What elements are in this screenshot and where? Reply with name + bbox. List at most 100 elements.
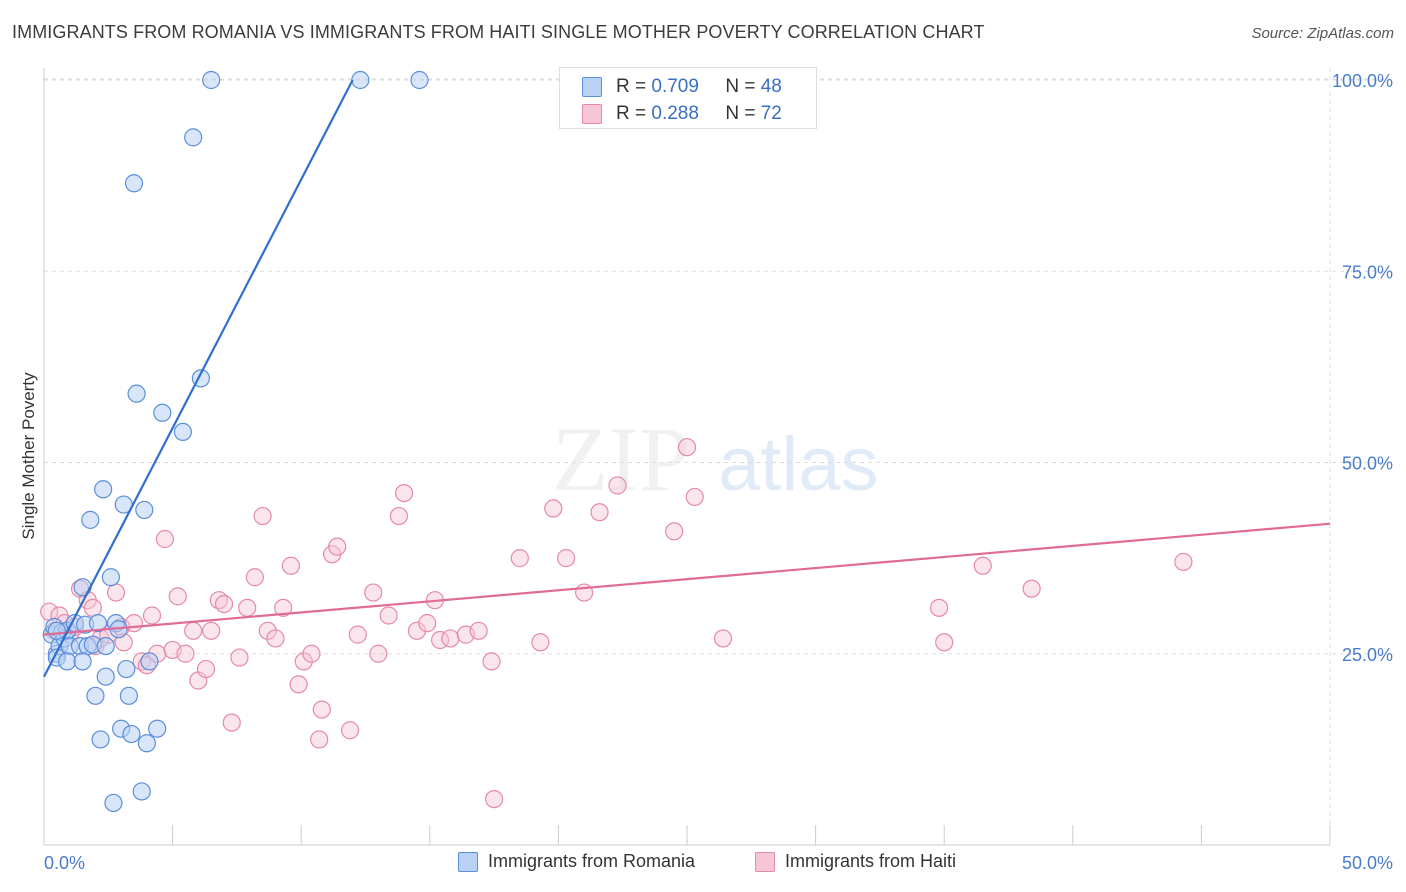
romania-point bbox=[137, 734, 156, 753]
haiti-point bbox=[289, 675, 308, 694]
haiti-point bbox=[364, 583, 383, 602]
haiti-r-label: R = bbox=[616, 103, 647, 124]
y-axis-label: Single Mother Poverty bbox=[19, 372, 38, 540]
haiti-point bbox=[1174, 552, 1193, 572]
romania-points bbox=[42, 70, 429, 813]
haiti-point bbox=[557, 549, 576, 568]
stats-row-haiti: R = 0.288 N = 72 bbox=[582, 101, 782, 127]
romania-point bbox=[104, 793, 123, 813]
haiti-point bbox=[302, 644, 321, 663]
romania-point bbox=[202, 70, 221, 90]
romania-point bbox=[96, 636, 115, 656]
romania-point bbox=[410, 70, 429, 90]
haiti-point bbox=[379, 606, 398, 625]
romania-point bbox=[81, 510, 100, 529]
haiti-trend-line bbox=[43, 522, 1331, 636]
haiti-point bbox=[124, 614, 144, 633]
haiti-point bbox=[238, 598, 257, 617]
haiti-point bbox=[340, 721, 360, 740]
watermark-zip: ZIP bbox=[552, 408, 690, 510]
romania-point bbox=[101, 568, 120, 587]
haiti-point bbox=[328, 537, 347, 556]
romania-point bbox=[94, 480, 113, 499]
romania-point bbox=[88, 614, 108, 633]
x-tick-label: 50.0% bbox=[1342, 853, 1393, 873]
romania-point bbox=[148, 719, 167, 738]
haiti-point bbox=[973, 556, 992, 575]
haiti-point bbox=[935, 633, 954, 652]
haiti-point bbox=[253, 506, 272, 526]
x-tick-label: 0.0% bbox=[44, 853, 85, 873]
haiti-point bbox=[83, 598, 102, 617]
romania-point bbox=[127, 384, 146, 403]
romania-point bbox=[153, 403, 172, 422]
romania-point bbox=[117, 659, 136, 679]
haiti-r-value: 0.288 bbox=[651, 103, 699, 124]
haiti-point bbox=[590, 503, 609, 522]
romania-point bbox=[119, 686, 138, 705]
romania-point bbox=[122, 724, 141, 744]
romania-n-label: N = bbox=[725, 76, 756, 97]
romania-point bbox=[73, 652, 92, 671]
romania-point bbox=[135, 500, 154, 520]
haiti-point bbox=[106, 583, 126, 602]
haiti-point bbox=[155, 529, 174, 549]
romania-point bbox=[140, 652, 159, 671]
haiti-point bbox=[929, 598, 949, 617]
watermark: ZIP atlas bbox=[552, 408, 879, 510]
haiti-point bbox=[665, 522, 684, 541]
haiti-point bbox=[441, 629, 460, 648]
haiti-point bbox=[531, 633, 550, 652]
haiti-point bbox=[389, 506, 409, 526]
haiti-point bbox=[407, 621, 427, 640]
haiti-points bbox=[40, 438, 1193, 809]
legend-romania-swatch bbox=[458, 851, 478, 872]
haiti-point bbox=[258, 621, 277, 640]
haiti-point bbox=[222, 713, 241, 732]
romania-point bbox=[91, 730, 110, 749]
romania-point bbox=[58, 652, 77, 671]
haiti-point bbox=[214, 594, 234, 614]
romania-point bbox=[132, 782, 151, 801]
haiti-point bbox=[544, 499, 563, 518]
chart-title: IMMIGRANTS FROM ROMANIA VS IMMIGRANTS FR… bbox=[12, 22, 985, 42]
axes bbox=[43, 68, 1331, 846]
romania-swatch bbox=[582, 77, 602, 97]
haiti-point bbox=[485, 789, 504, 809]
y-tick-label: 100.0% bbox=[1332, 71, 1393, 91]
romania-point bbox=[96, 667, 115, 686]
haiti-point bbox=[418, 614, 437, 633]
haiti-point bbox=[245, 568, 265, 587]
romania-point bbox=[351, 70, 370, 90]
haiti-point bbox=[469, 621, 488, 640]
haiti-point bbox=[202, 621, 221, 640]
y-tick-label: 25.0% bbox=[1342, 645, 1393, 665]
haiti-point bbox=[713, 629, 733, 648]
haiti-point bbox=[266, 629, 285, 648]
stats-row-romania: R = 0.709 N = 48 bbox=[582, 74, 782, 100]
legend-item-haiti[interactable]: Immigrants from Haiti bbox=[755, 851, 956, 872]
haiti-point bbox=[608, 476, 627, 495]
haiti-point bbox=[294, 652, 313, 671]
stats-legend: R = 0.709 N = 48 R = 0.288 N = 72 bbox=[559, 67, 817, 129]
haiti-swatch bbox=[582, 104, 602, 124]
legend-item-romania[interactable]: Immigrants from Romania bbox=[458, 851, 695, 872]
haiti-point bbox=[168, 587, 187, 606]
haiti-point bbox=[176, 644, 195, 663]
y-tick-label: 50.0% bbox=[1342, 454, 1393, 474]
haiti-n-value: 72 bbox=[760, 103, 782, 124]
source-label: Source: ZipAtlas.com bbox=[1251, 25, 1394, 42]
haiti-point bbox=[394, 484, 414, 503]
romania-point bbox=[184, 128, 203, 147]
romania-n-value: 48 bbox=[760, 76, 782, 97]
haiti-n-label: N = bbox=[725, 103, 756, 124]
haiti-point bbox=[685, 487, 704, 507]
romania-point bbox=[47, 621, 66, 640]
haiti-point bbox=[274, 598, 293, 617]
haiti-point bbox=[184, 621, 203, 640]
legend-romania-label: Immigrants from Romania bbox=[488, 851, 696, 871]
y-tick-label: 75.0% bbox=[1342, 262, 1393, 282]
romania-point bbox=[86, 686, 105, 705]
trend-lines bbox=[43, 79, 1331, 678]
romania-point bbox=[124, 174, 144, 193]
